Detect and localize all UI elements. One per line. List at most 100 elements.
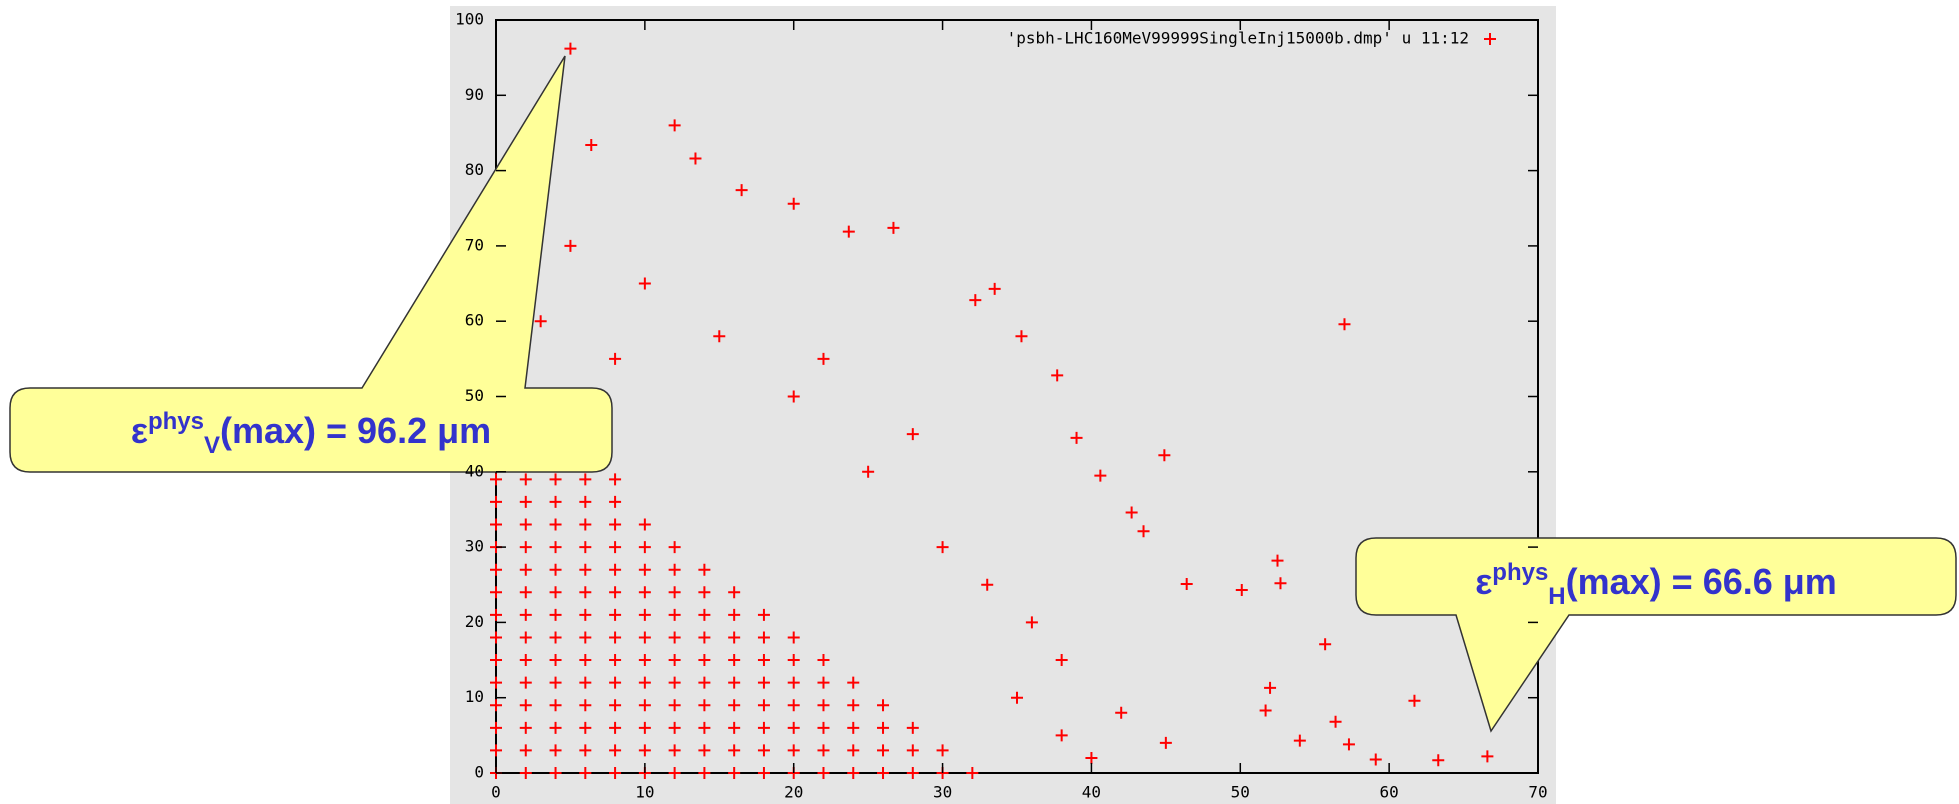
scatter-point [787, 654, 800, 667]
scatter-point [877, 767, 890, 779]
scatter-point [549, 676, 562, 689]
scatter-point [609, 473, 622, 486]
scatter-point [698, 767, 711, 779]
scatter-point [936, 541, 949, 554]
scatter-point [877, 744, 890, 757]
callout-sub: V [204, 432, 220, 459]
x-tick-label: 30 [933, 783, 952, 802]
scatter-point [887, 221, 900, 234]
scatter-point [698, 563, 711, 576]
scatter-point [817, 767, 830, 779]
scatter-point [1015, 330, 1028, 343]
scatter-point [668, 699, 681, 712]
scatter-point [787, 699, 800, 712]
y-tick-label: 90 [465, 85, 484, 104]
scatter-point [668, 608, 681, 621]
scatter-point [1051, 369, 1064, 382]
scatter-point [490, 699, 502, 712]
scatter-point [668, 631, 681, 644]
scatter-point [668, 586, 681, 599]
scatter-point [519, 518, 532, 531]
scatter-point [981, 578, 994, 591]
scatter-point [1481, 750, 1494, 763]
scatter-point [817, 352, 830, 365]
scatter-point [1264, 681, 1277, 694]
marks [490, 42, 1494, 779]
y-tick-label: 100 [455, 10, 484, 29]
callout-sup: phys [1492, 559, 1548, 586]
scatter-point [817, 721, 830, 734]
scatter-point [698, 676, 711, 689]
scatter-point [609, 352, 622, 365]
scatter-point [519, 495, 532, 508]
scatter-point [817, 744, 830, 757]
scatter-point [668, 563, 681, 576]
scatter-point [735, 184, 748, 197]
scatter-point [1342, 738, 1355, 751]
scatter-point [757, 767, 770, 779]
scatter-point [579, 699, 592, 712]
scatter-point [877, 699, 890, 712]
callout-text: εphysV(max) = 96.2 μm [131, 408, 491, 459]
scatter-point [519, 541, 532, 554]
plot-background [450, 6, 1556, 804]
scatter-point [519, 563, 532, 576]
scatter-point [787, 676, 800, 689]
scatter-point [787, 197, 800, 210]
scatter-point [1125, 506, 1138, 519]
scatter-point [713, 330, 726, 343]
scatter-point [579, 654, 592, 667]
scatter-point [1259, 704, 1272, 717]
scatter-point [1115, 706, 1128, 719]
scatter-point [549, 608, 562, 621]
scatter-point [1329, 715, 1342, 728]
scatter-point [1137, 525, 1150, 538]
scatter-point [757, 654, 770, 667]
scatter-point [906, 721, 919, 734]
scatter-point [549, 541, 562, 554]
scatter-point [728, 767, 741, 779]
scatter-point [966, 767, 979, 779]
scatter-point [579, 563, 592, 576]
y-tick-label: 40 [465, 461, 484, 480]
scatter-point [787, 721, 800, 734]
scatter-point [609, 608, 622, 621]
scatter-point [847, 699, 860, 712]
scatter-point [906, 767, 919, 779]
scatter-point [609, 767, 622, 779]
scatter-point [728, 676, 741, 689]
scatter-point [728, 586, 741, 599]
scatter-point [668, 654, 681, 667]
scatter-point [490, 473, 502, 486]
callout-symbol: ε [131, 410, 148, 451]
callout-rest: (max) = 66.6 μm [1566, 561, 1837, 602]
scatter-point [757, 744, 770, 757]
scatter-point [728, 721, 741, 734]
scatter-point [1319, 638, 1332, 651]
scatter-point [1235, 584, 1248, 597]
scatter-point [609, 518, 622, 531]
scatter-point [698, 721, 711, 734]
scatter-point [579, 631, 592, 644]
scatter-point [579, 744, 592, 757]
scatter-point [519, 676, 532, 689]
scatter-point [579, 767, 592, 779]
scatter-point [689, 152, 702, 165]
scatter-point [698, 631, 711, 644]
scatter-point [728, 608, 741, 621]
scatter-point [842, 225, 855, 238]
scatter-point [490, 586, 502, 599]
x-tick-label: 60 [1380, 783, 1399, 802]
scatter-point [847, 744, 860, 757]
scatter-point [668, 744, 681, 757]
scatter-point [757, 608, 770, 621]
scatter-point [549, 563, 562, 576]
scatter-point [1025, 616, 1038, 629]
scatter-point [490, 721, 502, 734]
scatter-point [638, 631, 651, 644]
x-tick-label: 70 [1528, 783, 1547, 802]
scatter-point [698, 608, 711, 621]
scatter-point [549, 744, 562, 757]
scatter-point [579, 721, 592, 734]
